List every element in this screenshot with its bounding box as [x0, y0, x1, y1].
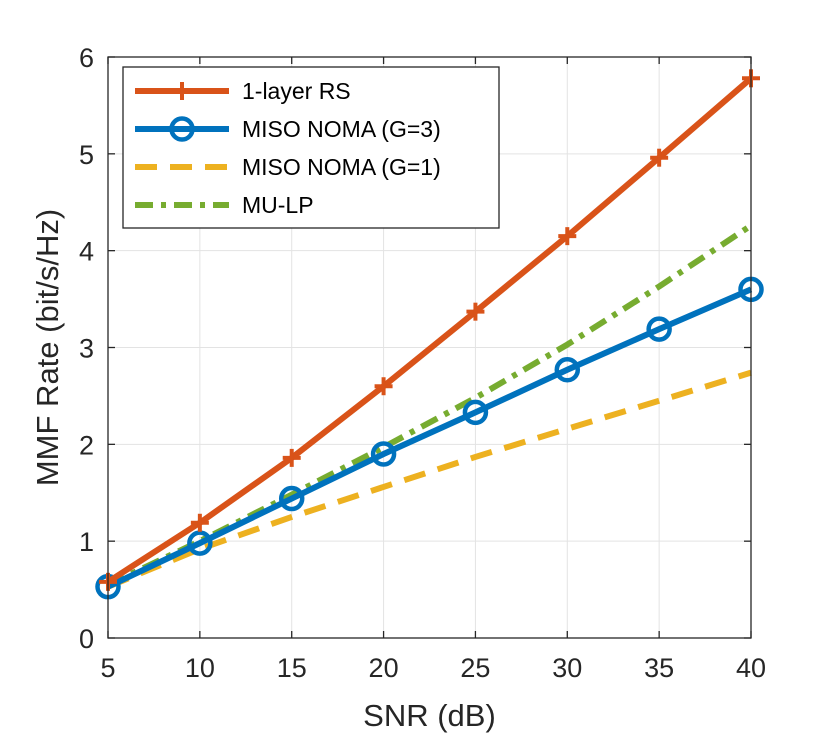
axis-ticks	[107, 56, 752, 639]
legend-entry: MISO NOMA (G=3)	[135, 116, 441, 142]
legend-label: MISO NOMA (G=1)	[242, 154, 441, 180]
x-tick-label: 40	[736, 653, 766, 683]
x-tick-label: 20	[369, 653, 399, 683]
series-layer	[95, 69, 764, 600]
data-point-marker	[278, 485, 305, 512]
data-point-marker	[466, 302, 485, 321]
x-tick-label: 10	[185, 653, 215, 683]
legend-label: 1-layer RS	[242, 78, 351, 104]
data-point-marker	[187, 530, 213, 556]
data-point-marker	[190, 513, 209, 532]
data-point-marker	[462, 399, 489, 426]
y-tick-label: 6	[79, 43, 94, 73]
legend-label: MU-LP	[242, 192, 314, 218]
x-axis-label: SNR (dB)	[363, 698, 496, 733]
series-line	[106, 369, 752, 590]
legend: 1-layer RS MISO NOMA (G=3) MISO NOMA (G=1)…	[122, 66, 500, 229]
legend-marker	[169, 116, 195, 142]
data-point-marker	[558, 227, 577, 246]
series-2	[106, 369, 752, 590]
legend-entry: MU-LP	[135, 192, 314, 218]
data-point-marker	[374, 377, 393, 396]
y-tick-label: 3	[79, 334, 94, 364]
y-tick-label: 2	[79, 430, 94, 460]
legend-entry: MISO NOMA (G=1)	[135, 154, 441, 180]
legend-label: MISO NOMA (G=3)	[242, 116, 441, 142]
legend-marker	[173, 82, 191, 100]
x-tick-label: 30	[552, 653, 582, 683]
series-line	[106, 76, 753, 585]
y-tick-label: 5	[79, 140, 94, 170]
x-tick-label: 35	[644, 653, 674, 683]
x-tick-labels: 5 10 15 20 25 30 35 40	[100, 653, 766, 683]
y-tick-labels: 0 1 2 3 4 5 6	[79, 43, 94, 654]
y-tick-label: 4	[79, 237, 94, 267]
series-line	[106, 286, 753, 590]
data-point-marker	[282, 448, 301, 467]
data-point-marker	[370, 441, 397, 467]
y-axis-label: MMF Rate (bit/s/Hz)	[30, 209, 65, 486]
x-tick-label: 5	[100, 653, 115, 683]
y-tick-label: 1	[79, 527, 94, 557]
x-tick-label: 15	[277, 653, 307, 683]
legend-entry: 1-layer RS	[135, 78, 351, 104]
y-tick-label: 0	[79, 624, 94, 654]
x-tick-label: 25	[460, 653, 490, 683]
data-point-marker	[646, 316, 672, 342]
data-point-marker	[554, 357, 581, 383]
data-point-marker	[650, 148, 669, 167]
